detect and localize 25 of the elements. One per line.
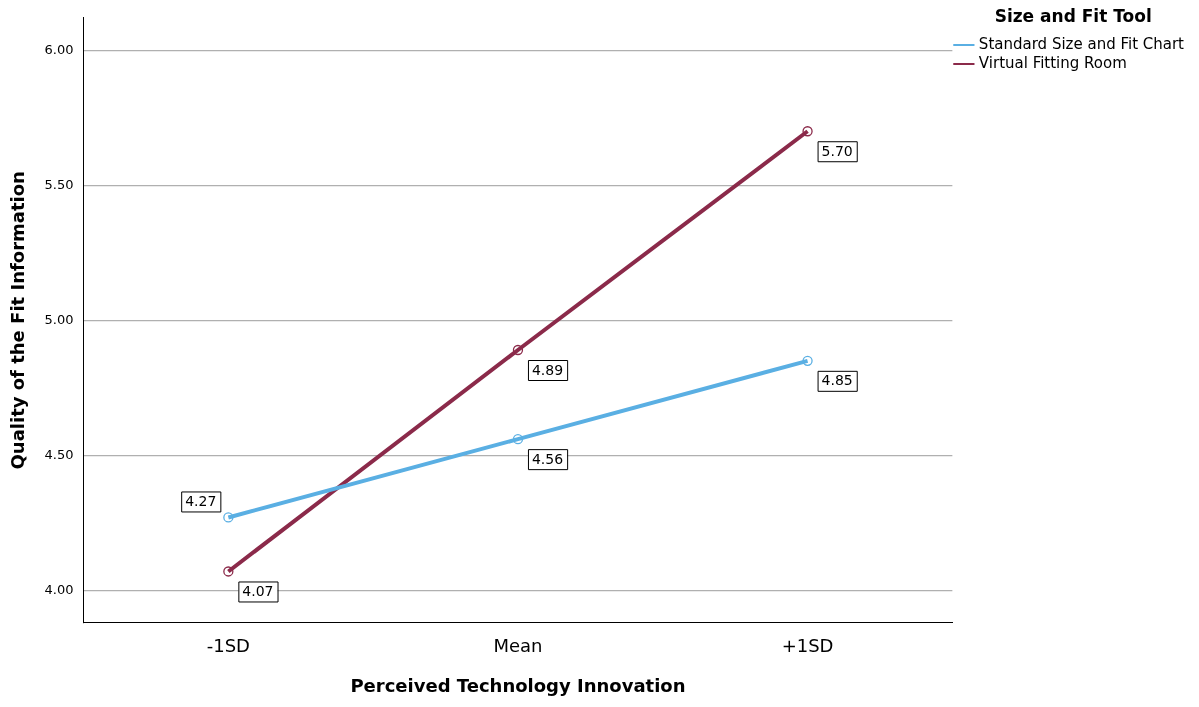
x-tick-label: -1SD: [206, 635, 250, 657]
data-label: 4.85: [821, 372, 853, 389]
data-label: 4.07: [242, 583, 274, 600]
y-tick-label: 5.00: [44, 311, 74, 327]
y-tick-label: 5.50: [44, 176, 74, 192]
point: [802, 126, 813, 137]
legend-label: Standard Size and Fit Chart: [978, 34, 1185, 53]
point: [223, 512, 234, 523]
point: [512, 433, 524, 445]
point: [223, 566, 234, 577]
y-tick-label: 6.00: [44, 41, 74, 57]
legend-title: Size and Fit Tool: [994, 5, 1152, 26]
data-label: 4.89: [531, 361, 564, 378]
point: [802, 355, 813, 366]
x-tick-label: +1SD: [781, 635, 834, 657]
y-tick-label: 4.50: [44, 446, 74, 462]
y-tick-label: 4.00: [44, 581, 74, 597]
data-label: 4.27: [185, 493, 217, 510]
data-label: 5.70: [821, 142, 853, 159]
data-label: 4.56: [531, 450, 564, 467]
y-axis-title: Quality of the Fit Information: [7, 171, 29, 470]
x-tick-label: Mean: [493, 635, 543, 657]
legend-label: Virtual Fitting Room: [978, 53, 1127, 72]
x-axis-title: Perceived Technology Innovation: [350, 674, 686, 696]
point: [512, 344, 524, 356]
